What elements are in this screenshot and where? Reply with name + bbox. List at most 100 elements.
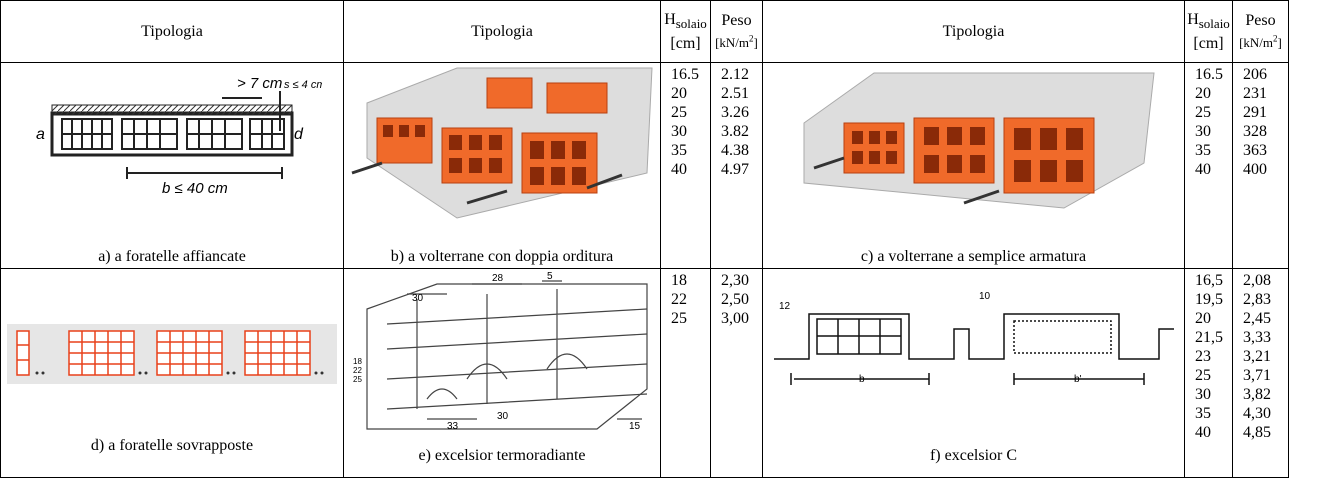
header-cell: Peso [kN/m2] [710, 0, 763, 63]
header-cell: Hsolaio [cm] [660, 0, 711, 63]
list-item: 35 [671, 142, 687, 159]
drawing-label: 18 [353, 357, 362, 366]
drawing-label: > 7 cm [237, 75, 282, 92]
list-item: 2,50 [721, 291, 749, 308]
cell: 12 10 b b' f) excelsior C [762, 268, 1185, 478]
list-item: 291 [1243, 104, 1267, 121]
h: H [664, 11, 676, 29]
peso-sup: 2 [1273, 33, 1278, 44]
heights: 16,5 19,5 20 21,5 23 25 30 35 40 [1185, 269, 1232, 442]
list-item: 40 [671, 161, 687, 178]
caption: f) excelsior C [929, 447, 1018, 464]
list-item: 4.97 [721, 161, 749, 178]
list-item: 18 [671, 272, 687, 289]
peso: Peso [721, 11, 752, 29]
list-item: 22 [671, 291, 687, 308]
heights: 18 22 25 [661, 269, 710, 328]
drawing-e: 30 28 5 33 30 15 18 22 25 [353, 271, 648, 432]
cell: 18 22 25 [660, 268, 711, 478]
cell: 16.5 20 25 30 35 40 [660, 62, 711, 269]
list-item: 21,5 [1195, 329, 1223, 346]
cell: 2,30 2,50 3,00 [710, 268, 763, 478]
drawing-label: 12 [779, 301, 791, 312]
drawing-label: a [36, 126, 45, 143]
header-cell: Peso [kN/m2] [1232, 0, 1289, 63]
cell: d) a foratelle sovrapposte [0, 268, 344, 478]
drawing-label: 5 [547, 271, 553, 282]
drawing-a: > 7 cm s ≤ 4 cm a d b ≤ 40 cm [36, 75, 322, 197]
drawing-c [803, 72, 1155, 209]
list-item: 206 [1243, 66, 1267, 83]
drawing-label: d [294, 126, 304, 143]
list-item: 23 [1195, 348, 1211, 365]
cell: 2,08 2,83 2,45 3,33 3,21 3,71 3,82 4,30 4,85 [1232, 268, 1289, 478]
header-cell: Hsolaio [cm] [1184, 0, 1233, 63]
drawing-label: 25 [353, 375, 362, 384]
peso-unit: ] [1277, 35, 1282, 51]
cell: 206 231 291 328 363 400 [1232, 62, 1289, 269]
weights: 2,30 2,50 3,00 [711, 269, 762, 328]
heights: 16.5 20 25 30 35 40 [1185, 63, 1232, 179]
row: d) a foratelle sovrapposte 30 28 5 33 30… [0, 268, 1289, 478]
list-item: 40 [1195, 424, 1211, 441]
drawing-d [7, 324, 337, 384]
weights: 2.12 2.51 3.26 3.82 4.38 4.97 [711, 63, 762, 179]
drawing-label: 10 [979, 291, 991, 302]
list-item: 40 [1195, 161, 1211, 178]
drawing-f: 12 10 b b' [773, 291, 1174, 385]
list-item: 16,5 [1195, 272, 1223, 289]
weights: 2,08 2,83 2,45 3,33 3,21 3,71 3,82 4,30 4,85 [1233, 269, 1288, 442]
cell: 16.5 20 25 30 35 40 [1184, 62, 1233, 269]
list-item: 3,82 [1243, 386, 1271, 403]
list-item: 35 [1195, 142, 1211, 159]
list-item: 20 [1195, 85, 1211, 102]
drawing-b [351, 67, 653, 219]
list-item: 20 [1195, 310, 1211, 327]
h-sub: solaio [1198, 16, 1230, 32]
caption: b) a volterrane con doppia orditura [390, 248, 614, 265]
list-item: 30 [1195, 123, 1211, 140]
list-item: 400 [1243, 161, 1267, 178]
drawing-label: 15 [629, 421, 641, 432]
list-item: 231 [1243, 85, 1267, 102]
caption: d) a foratelle sovrapposte [90, 437, 254, 454]
cell: b) a volterrane con doppia orditura [343, 62, 661, 269]
drawing-label: 30 [497, 411, 509, 422]
list-item: 2,30 [721, 272, 749, 289]
list-item: 30 [1195, 386, 1211, 403]
list-item: 2,83 [1243, 291, 1271, 308]
drawing-label: 28 [492, 273, 504, 284]
list-item: 3,71 [1243, 367, 1271, 384]
header-row: Tipologia Tipologia Hsolaio [cm] Peso [kN/… [0, 0, 1289, 63]
caption: e) excelsior termoradiante [418, 447, 586, 464]
drawing-label: 33 [447, 421, 459, 432]
drawing-label: b' [1074, 374, 1082, 385]
list-item: 3,21 [1243, 348, 1271, 365]
list-item: 25 [1195, 104, 1211, 121]
list-item: 25 [671, 104, 687, 121]
list-item: 3,00 [721, 310, 749, 327]
list-item: 4,30 [1243, 405, 1271, 422]
caption: c) a volterrane a semplice armatura [860, 248, 1087, 265]
list-item: 363 [1243, 142, 1267, 159]
header-cell: Tipologia [0, 0, 344, 63]
list-item: 2,45 [1243, 310, 1271, 327]
cell: 16,5 19,5 20 21,5 23 25 30 35 40 [1184, 268, 1233, 478]
list-item: 30 [671, 123, 687, 140]
h: H [1187, 11, 1199, 29]
list-item: 16.5 [671, 66, 699, 83]
list-item: 19,5 [1195, 291, 1223, 308]
heights: 16.5 20 25 30 35 40 [661, 63, 710, 179]
list-item: 3.82 [721, 123, 749, 140]
drawing-label: b ≤ 40 cm [162, 180, 228, 197]
list-item: 35 [1195, 405, 1211, 422]
table: Tipologia Tipologia Hsolaio [cm] Peso [kN/… [0, 0, 1289, 478]
list-item: 25 [671, 310, 687, 327]
h-sub: solaio [675, 16, 707, 32]
peso-unit: ] [753, 35, 758, 51]
list-item: 20 [671, 85, 687, 102]
drawing-label: 30 [412, 293, 424, 304]
list-item: 2.51 [721, 85, 749, 102]
list-item: 4,85 [1243, 424, 1271, 441]
